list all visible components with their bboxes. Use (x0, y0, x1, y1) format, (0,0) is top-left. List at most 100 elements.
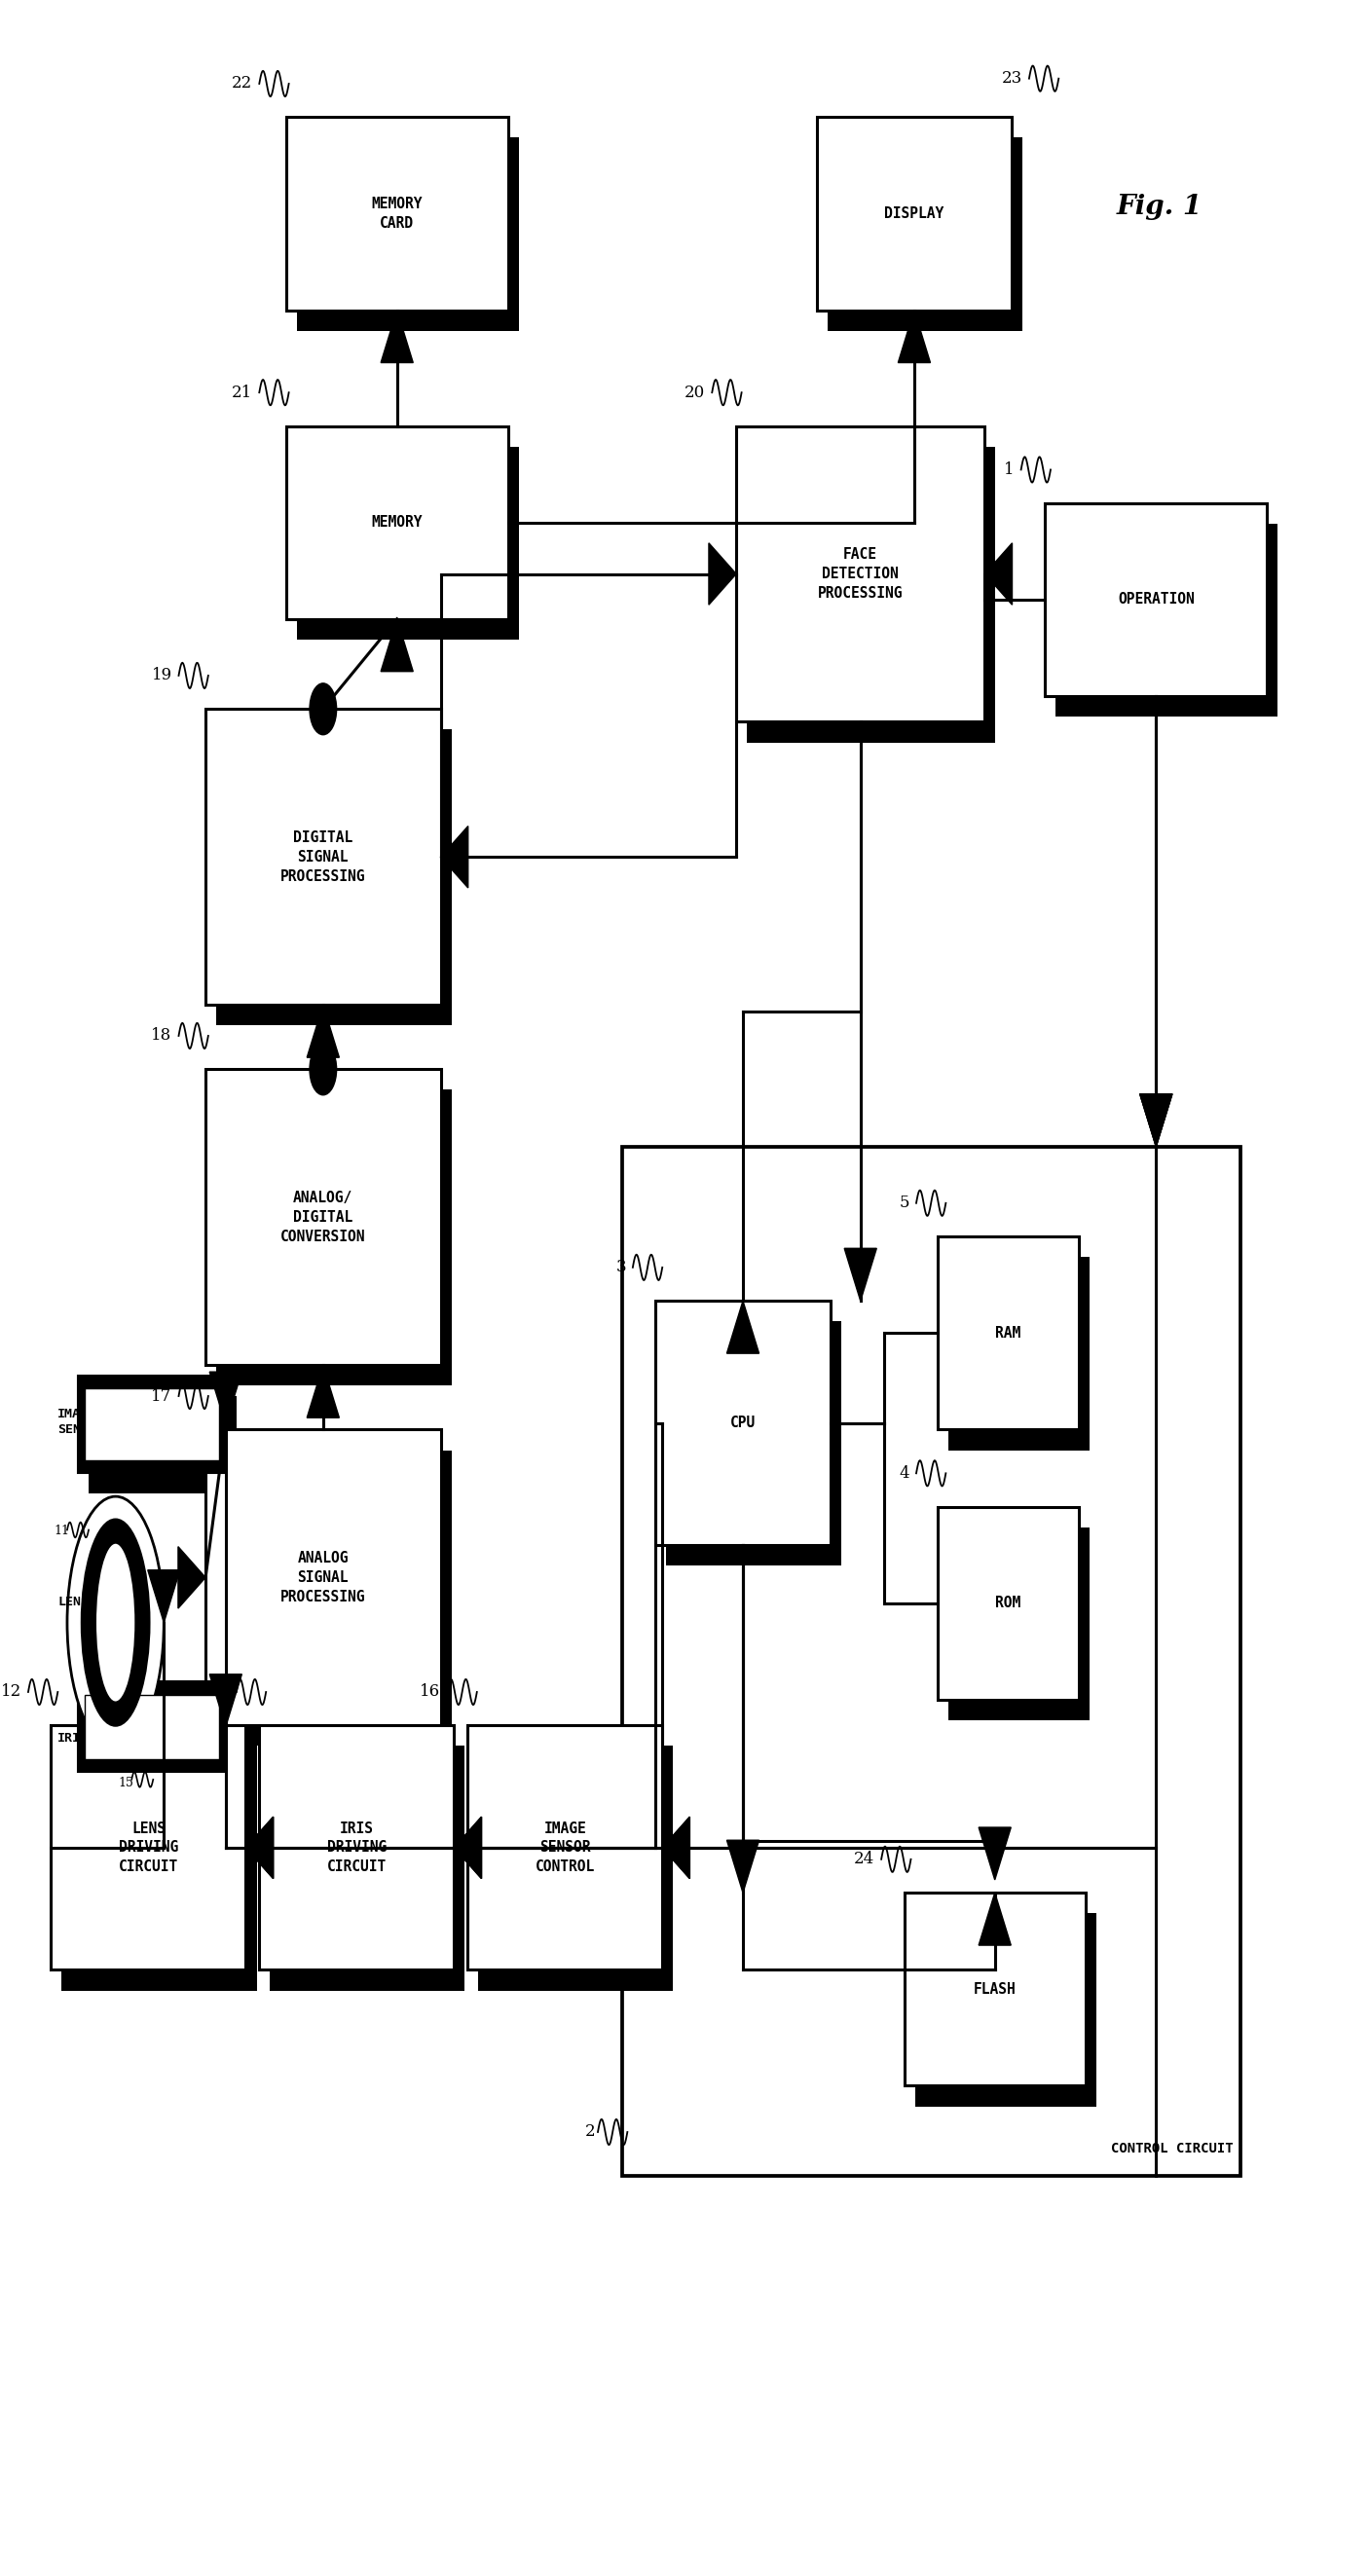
Text: 23: 23 (1002, 70, 1023, 88)
Text: MEMORY
CARD: MEMORY CARD (371, 196, 423, 232)
Polygon shape (845, 1249, 876, 1301)
Text: DIGITAL
SIGNAL
PROCESSING: DIGITAL SIGNAL PROCESSING (281, 829, 366, 884)
Polygon shape (1140, 1095, 1172, 1146)
Text: 2: 2 (585, 2123, 596, 2141)
Text: LENS: LENS (57, 1595, 89, 1607)
Polygon shape (663, 1816, 690, 1878)
Text: 15: 15 (118, 1777, 134, 1790)
Polygon shape (246, 1816, 274, 1878)
Polygon shape (898, 309, 931, 363)
FancyBboxPatch shape (78, 1682, 226, 1772)
Polygon shape (1140, 1095, 1172, 1146)
Circle shape (309, 683, 337, 734)
Text: IRIS
DRIVING
CIRCUIT: IRIS DRIVING CIRCUIT (327, 1821, 386, 1875)
FancyBboxPatch shape (949, 1528, 1090, 1721)
Polygon shape (441, 827, 468, 889)
FancyBboxPatch shape (737, 425, 984, 721)
Text: 13: 13 (118, 1481, 134, 1494)
Ellipse shape (96, 1543, 136, 1703)
FancyBboxPatch shape (286, 116, 508, 309)
Ellipse shape (82, 1520, 149, 1726)
FancyBboxPatch shape (656, 1301, 830, 1546)
Text: 12: 12 (1, 1685, 22, 1700)
Polygon shape (979, 1826, 1010, 1880)
Polygon shape (984, 544, 1012, 605)
FancyBboxPatch shape (938, 1236, 1079, 1430)
FancyBboxPatch shape (89, 1396, 237, 1494)
Polygon shape (709, 544, 737, 605)
FancyBboxPatch shape (828, 137, 1023, 330)
Text: ANALOG/
DIGITAL
CONVERSION: ANALOG/ DIGITAL CONVERSION (281, 1190, 366, 1244)
FancyBboxPatch shape (622, 1146, 1240, 2177)
Polygon shape (727, 1301, 758, 1352)
FancyBboxPatch shape (297, 446, 519, 639)
FancyBboxPatch shape (270, 1747, 465, 1991)
Text: IMAGE
SENSOR: IMAGE SENSOR (57, 1406, 104, 1435)
Text: 22: 22 (231, 75, 252, 93)
Polygon shape (307, 1365, 340, 1417)
Text: 16: 16 (420, 1685, 441, 1700)
FancyBboxPatch shape (205, 708, 441, 1005)
Polygon shape (979, 1893, 1010, 1945)
Text: IMAGE
SENSOR
CONTROL: IMAGE SENSOR CONTROL (535, 1821, 594, 1875)
FancyBboxPatch shape (478, 1747, 674, 1991)
FancyBboxPatch shape (904, 1893, 1086, 2087)
Text: 11: 11 (53, 1525, 70, 1538)
Text: ROM: ROM (995, 1597, 1021, 1610)
Text: 19: 19 (152, 667, 172, 683)
Text: RAM: RAM (995, 1327, 1021, 1340)
Polygon shape (727, 1839, 758, 1893)
Polygon shape (246, 1816, 274, 1878)
FancyBboxPatch shape (667, 1321, 841, 1566)
Polygon shape (1140, 1095, 1172, 1146)
Text: 3: 3 (616, 1260, 626, 1275)
Circle shape (309, 1043, 337, 1095)
FancyBboxPatch shape (62, 1747, 256, 1991)
FancyBboxPatch shape (747, 446, 995, 742)
Polygon shape (455, 1816, 482, 1878)
Text: 24: 24 (854, 1852, 875, 1868)
FancyBboxPatch shape (949, 1257, 1090, 1450)
Polygon shape (209, 1373, 242, 1425)
Polygon shape (307, 1005, 340, 1056)
Text: MEMORY: MEMORY (371, 515, 423, 531)
Text: OPERATION: OPERATION (1117, 592, 1194, 608)
FancyBboxPatch shape (1055, 523, 1277, 716)
Polygon shape (663, 1816, 690, 1878)
Text: FACE
DETECTION
PROCESSING: FACE DETECTION PROCESSING (817, 546, 904, 600)
FancyBboxPatch shape (205, 1069, 441, 1365)
Text: CONTROL CIRCUIT: CONTROL CIRCUIT (1112, 2141, 1233, 2156)
Text: 18: 18 (151, 1028, 172, 1043)
Text: IRIS: IRIS (57, 1731, 89, 1744)
Text: 4: 4 (899, 1466, 909, 1481)
Polygon shape (381, 309, 413, 363)
Text: 1: 1 (1003, 461, 1014, 479)
Polygon shape (455, 1816, 482, 1878)
FancyBboxPatch shape (938, 1507, 1079, 1700)
FancyBboxPatch shape (85, 1388, 219, 1461)
Polygon shape (148, 1569, 179, 1623)
FancyBboxPatch shape (89, 1703, 237, 1793)
FancyBboxPatch shape (259, 1726, 455, 1971)
FancyBboxPatch shape (78, 1376, 226, 1473)
FancyBboxPatch shape (205, 1430, 441, 1726)
Text: FLASH: FLASH (973, 1981, 1016, 1996)
FancyBboxPatch shape (817, 116, 1012, 309)
FancyBboxPatch shape (914, 1914, 1097, 2107)
FancyBboxPatch shape (216, 1450, 452, 1747)
FancyBboxPatch shape (216, 1090, 452, 1386)
Text: 20: 20 (684, 384, 705, 402)
Text: 5: 5 (899, 1195, 909, 1211)
Polygon shape (381, 618, 413, 672)
FancyBboxPatch shape (297, 137, 519, 330)
Text: LENS
DRIVING
CIRCUIT: LENS DRIVING CIRCUIT (119, 1821, 178, 1875)
Text: DISPLAY: DISPLAY (884, 206, 945, 222)
Text: Fig. 1: Fig. 1 (1117, 193, 1202, 222)
Polygon shape (209, 1674, 242, 1726)
FancyBboxPatch shape (85, 1695, 219, 1759)
Text: 17: 17 (151, 1388, 172, 1404)
Polygon shape (178, 1546, 205, 1607)
Text: CPU: CPU (730, 1417, 756, 1430)
Text: ANALOG
SIGNAL
PROCESSING: ANALOG SIGNAL PROCESSING (281, 1551, 366, 1605)
Text: 14: 14 (209, 1685, 230, 1700)
